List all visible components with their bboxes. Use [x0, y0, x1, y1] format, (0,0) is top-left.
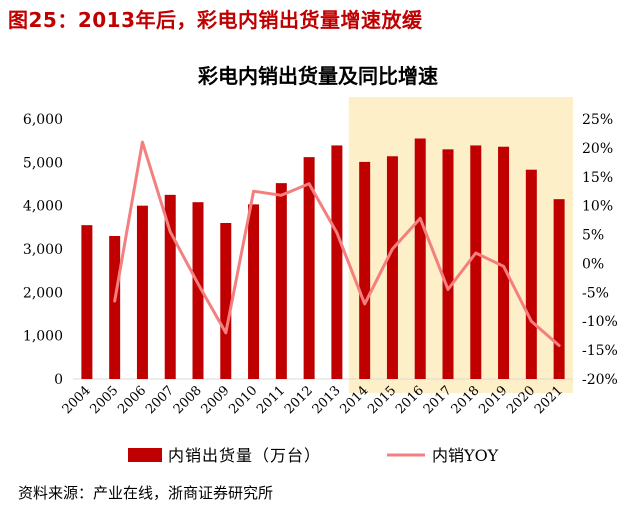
- y-right-tick: 0%: [582, 256, 604, 272]
- chart-title: 彩电内销出货量及同比增速: [197, 64, 438, 88]
- bar-2018: [470, 145, 482, 379]
- x-tick-2005: 2005: [87, 383, 121, 417]
- legend-bar-swatch: [128, 448, 162, 462]
- bar-2010: [248, 204, 260, 379]
- bar-2011: [275, 183, 287, 379]
- bar-2005: [109, 236, 121, 379]
- x-tick-2010: 2010: [226, 383, 260, 417]
- legend-line-label: 内销YOY: [432, 446, 499, 465]
- y-left-tick: 5,000: [23, 155, 63, 171]
- x-tick-2012: 2012: [282, 383, 316, 417]
- y-right-tick: 5%: [582, 228, 604, 244]
- legend-bar-label: 内销出货量（万台）: [168, 446, 321, 465]
- x-tick-2004: 2004: [60, 383, 94, 417]
- y-right-tick: -20%: [582, 372, 618, 388]
- y-right-tick: 25%: [582, 112, 613, 128]
- y-right-tick: 10%: [582, 199, 613, 215]
- figure-title: 图25：2013年后，彩电内销出货量增速放缓: [8, 8, 423, 32]
- y-left-tick: 0: [54, 372, 63, 388]
- bar-2015: [386, 156, 398, 379]
- x-tick-2009: 2009: [199, 383, 233, 417]
- yoy-line: [113, 140, 561, 347]
- y-left-tick: 2,000: [23, 285, 63, 301]
- y-left-tick: 3,000: [23, 242, 63, 258]
- bar-2016: [414, 138, 426, 379]
- bar-2009: [220, 223, 232, 379]
- bar-2013: [331, 145, 343, 379]
- chart-svg: 0 1,000 2,000 3,000 4,000 5,000 6,000 -20% -15% -…: [23, 64, 618, 465]
- bar-2007: [164, 194, 176, 379]
- chart-area: 0 1,000 2,000 3,000 4,000 5,000 6,000 -20% -15% -…: [0, 40, 633, 480]
- highlight-region: [348, 97, 573, 393]
- x-tick-2008: 2008: [171, 383, 205, 417]
- y-left-tick: 1,000: [23, 329, 63, 345]
- bar-2017: [442, 149, 454, 379]
- bar-2020: [525, 169, 537, 379]
- x-tick-2007: 2007: [143, 383, 177, 417]
- y-right-tick: -15%: [582, 343, 618, 359]
- y-right-tick: 20%: [582, 141, 613, 157]
- bar-2008: [192, 202, 204, 379]
- bar-2019: [498, 146, 510, 379]
- x-tick-2013: 2013: [310, 383, 344, 417]
- y-right-tick: -5%: [582, 285, 609, 301]
- x-tick-2006: 2006: [115, 383, 149, 417]
- y-left-tick: 6,000: [23, 112, 63, 128]
- bar-2012: [303, 157, 315, 379]
- bar-2021: [553, 199, 565, 379]
- bar-2004: [81, 225, 93, 379]
- source-note: 资料来源：产业在线，浙商证券研究所: [18, 484, 274, 502]
- x-tick-2011: 2011: [254, 383, 288, 417]
- bar-2006: [136, 205, 148, 379]
- y-right-tick: 15%: [582, 170, 613, 186]
- y-left-tick: 4,000: [23, 199, 63, 215]
- y-right-tick: -10%: [582, 314, 618, 330]
- bar-2014: [359, 161, 371, 379]
